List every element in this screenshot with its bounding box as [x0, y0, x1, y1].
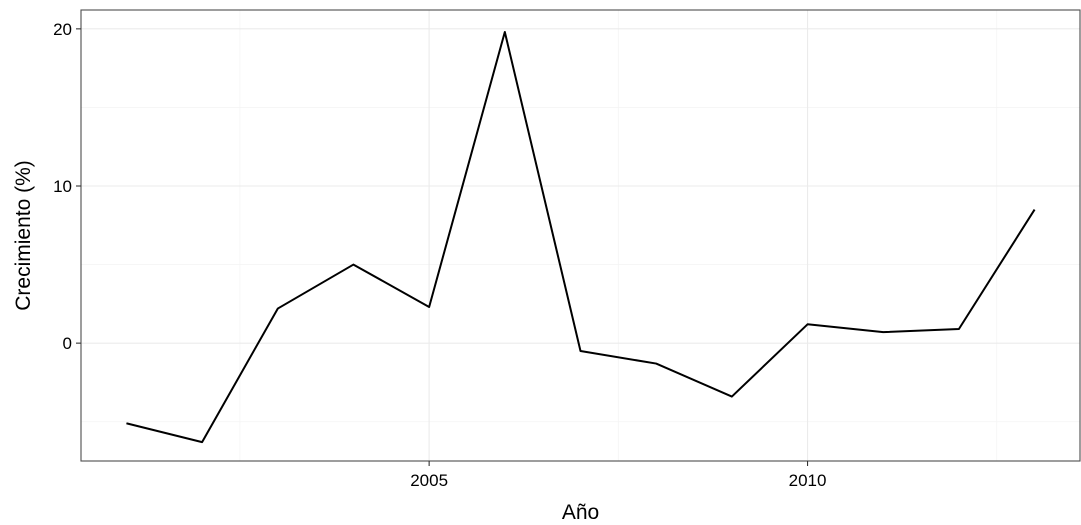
- series-layer: [126, 31, 1036, 444]
- y-tick-label: 0: [63, 334, 72, 353]
- x-tick-label: 2005: [410, 471, 448, 490]
- x-axis-title: Año: [562, 501, 599, 524]
- x-tick-label: 2010: [789, 471, 827, 490]
- grid: [81, 10, 1080, 461]
- series-line: [126, 31, 1036, 444]
- axis-ticks: [76, 28, 809, 466]
- plot-panel-border: [80, 9, 1081, 462]
- y-axis-title: Crecimiento (%): [12, 160, 35, 311]
- y-tick-label: 10: [53, 177, 72, 196]
- y-tick-label: 20: [53, 20, 72, 39]
- tick-labels: 0 10 20 2005 2010: [53, 20, 826, 490]
